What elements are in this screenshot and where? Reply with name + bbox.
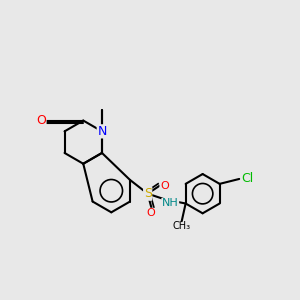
Text: NH: NH [162, 199, 178, 208]
Text: O: O [146, 208, 155, 218]
Text: Cl: Cl [241, 172, 253, 185]
Text: CH₃: CH₃ [173, 221, 191, 231]
Text: N: N [97, 125, 106, 138]
Text: S: S [144, 187, 152, 200]
Text: O: O [36, 114, 46, 127]
Text: O: O [160, 181, 169, 191]
